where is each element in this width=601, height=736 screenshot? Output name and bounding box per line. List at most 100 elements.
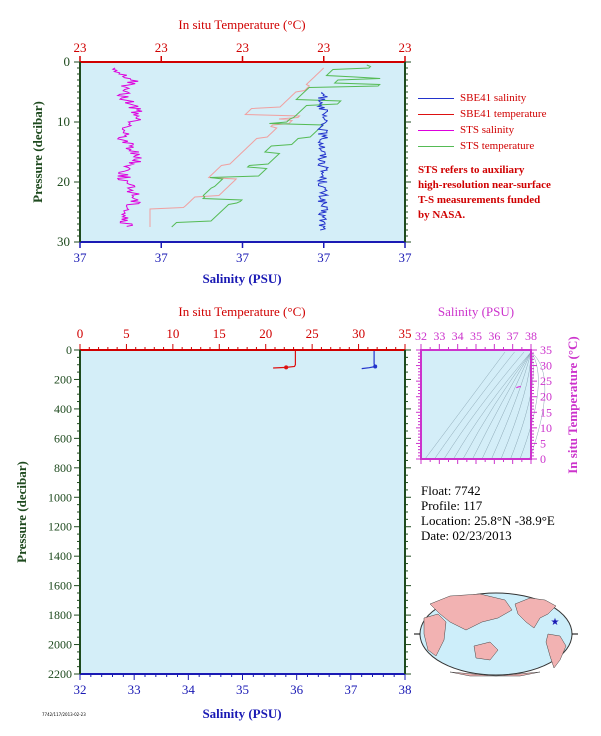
- world-map: ★: [414, 592, 578, 677]
- bottom-panel-bottom-axis-label: Salinity (PSU): [202, 706, 281, 721]
- ts-top-axis-label: Salinity (PSU): [438, 304, 514, 319]
- top-pressure-tick-label: 10: [57, 114, 70, 129]
- profile-number: Profile: 117: [421, 498, 483, 513]
- ts-temp-tick-label: 25: [540, 374, 552, 388]
- ts-salinity-ticks: 32 33 34 35 36 37 38: [415, 329, 537, 464]
- bottom-pressure-tick-label: 2000: [48, 638, 72, 652]
- top-panel-top-ticks: 23 23 23 23 23: [74, 40, 412, 62]
- bottom-temp-tick-label: 5: [123, 326, 130, 341]
- bottom-pressure-tick-label: 1000: [48, 490, 72, 504]
- legend-swatch-sbe-salinity: [418, 97, 454, 99]
- bottom-temp-tick-label: 20: [259, 326, 272, 341]
- sts-salinity-trace: [111, 67, 143, 227]
- sbe-temperature-trace: [149, 67, 325, 227]
- top-temp-tick-label: 23: [155, 40, 168, 55]
- bottom-sal-tick-label: 38: [399, 682, 412, 697]
- legend-item-sts-temperature: STS temperature: [418, 138, 546, 154]
- legend-swatch-sts-temperature: [418, 145, 454, 147]
- legend-label-sts-salinity: STS salinity: [460, 124, 515, 136]
- ts-density-contour: [519, 351, 539, 460]
- bottom-panel-salinity-ticks: 32 33 34 35 36 37 38: [74, 674, 412, 697]
- ts-points: [516, 386, 521, 389]
- ts-density-contour: [472, 351, 532, 460]
- bottom-plot-area: [80, 350, 405, 674]
- float-id: Float: 7742: [421, 483, 481, 498]
- legend: SBE41 salinity SBE41 temperature STS sal…: [418, 90, 546, 154]
- bottom-sal-tick-label: 35: [236, 682, 249, 697]
- sts-note-line: STS refers to auxiliary: [418, 164, 525, 176]
- top-temp-tick-label: 23: [74, 40, 87, 55]
- ts-temp-tick-label: 10: [540, 421, 552, 435]
- bottom-temperature-marker: [284, 365, 289, 370]
- top-temp-tick-label: 23: [317, 40, 330, 55]
- ts-density-contour: [453, 351, 532, 460]
- top-temp-tick-label: 23: [236, 40, 249, 55]
- ts-density-contour: [424, 351, 506, 460]
- bottom-temp-tick-label: 15: [213, 326, 226, 341]
- sts-note-line: by NASA.: [418, 209, 466, 221]
- map-australia: [473, 641, 499, 661]
- ts-sal-tick-label: 36: [488, 329, 500, 343]
- sbe-salinity-trace: [316, 91, 330, 231]
- map-eurasia: [429, 593, 513, 631]
- bottom-sal-tick-label: 37: [344, 682, 358, 697]
- top-pressure-tick-label: 30: [57, 234, 70, 249]
- bottom-pressure-tick-label: 1200: [48, 520, 72, 534]
- bottom-temp-tick-label: 25: [306, 326, 319, 341]
- bottom-panel: In situ Temperature (°C) 0 5 10 15 20 25 30 35 …: [14, 304, 412, 721]
- ts-sal-tick-label: 34: [452, 329, 464, 343]
- ts-density-contour: [481, 351, 532, 460]
- ts-temp-tick-label: 35: [540, 343, 552, 357]
- ts-density-contour: [529, 351, 546, 460]
- top-sal-tick-label: 37: [236, 250, 250, 265]
- legend-swatch-sbe-temperature: [418, 113, 454, 115]
- top-temp-tick-label: 23: [399, 40, 412, 55]
- map-south-america: [545, 633, 567, 669]
- bottom-temperature-trace: [273, 350, 296, 369]
- bottom-panel-temperature-ticks: 0 5 10 15 20 25 30 35: [77, 326, 412, 350]
- bottom-pressure-tick-label: 400: [54, 402, 72, 416]
- top-sal-tick-label: 37: [155, 250, 169, 265]
- sts-temperature-trace: [171, 64, 381, 228]
- ts-frame: [420, 349, 532, 460]
- map-antarctica: [449, 671, 541, 677]
- top-pressure-tick-label: 20: [57, 174, 70, 189]
- bottom-pressure-tick-label: 0: [66, 343, 72, 357]
- legend-label-sbe-temperature: SBE41 temperature: [460, 108, 547, 120]
- footer-id: 7742/117/2013-02-23: [42, 712, 86, 717]
- map-float-location-marker: ★: [551, 617, 560, 628]
- top-pressure-tick-label: 0: [64, 54, 71, 69]
- ts-density-contours: [424, 351, 546, 460]
- legend-swatch-sts-salinity: [418, 129, 454, 131]
- ts-profile-curve: [516, 386, 521, 389]
- ts-density-contour: [443, 351, 525, 460]
- sts-note-line: high-resolution near-surface: [418, 179, 551, 191]
- bottom-pressure-tick-label: 1400: [48, 549, 72, 563]
- bottom-pressure-tick-label: 200: [54, 372, 72, 386]
- map-africa: [423, 613, 447, 657]
- bottom-panel-traces: [273, 350, 378, 370]
- top-panel-bottom-axis-label: Salinity (PSU): [202, 271, 281, 286]
- sts-note-line: T-S measurements funded: [418, 194, 541, 206]
- sts-note: STS refers to auxiliary high-resolution …: [418, 163, 598, 223]
- ts-temp-tick-label: 15: [540, 405, 552, 419]
- ts-sal-tick-label: 33: [433, 329, 445, 343]
- ts-sal-tick-label: 32: [415, 329, 427, 343]
- bottom-pressure-tick-label: 1800: [48, 608, 72, 622]
- top-sal-tick-label: 37: [74, 250, 88, 265]
- bottom-pressure-tick-label: 600: [54, 431, 72, 445]
- ts-right-axis-label: In situ Temperature (°C): [565, 336, 580, 474]
- ts-temp-tick-label: 5: [540, 436, 546, 450]
- bottom-temp-tick-label: 10: [166, 326, 179, 341]
- bottom-panel-top-axis-label: In situ Temperature (°C): [178, 304, 305, 319]
- top-panel-ylabel: Pressure (decibar): [30, 101, 45, 203]
- top-sal-tick-label: 37: [399, 250, 413, 265]
- legend-label-sts-temperature: STS temperature: [460, 140, 535, 152]
- ts-plot-area: [421, 350, 531, 459]
- legend-label-sbe-salinity: SBE41 salinity: [460, 92, 527, 104]
- bottom-panel-ylabel: Pressure (decibar): [14, 461, 29, 563]
- ts-density-contour: [491, 351, 532, 460]
